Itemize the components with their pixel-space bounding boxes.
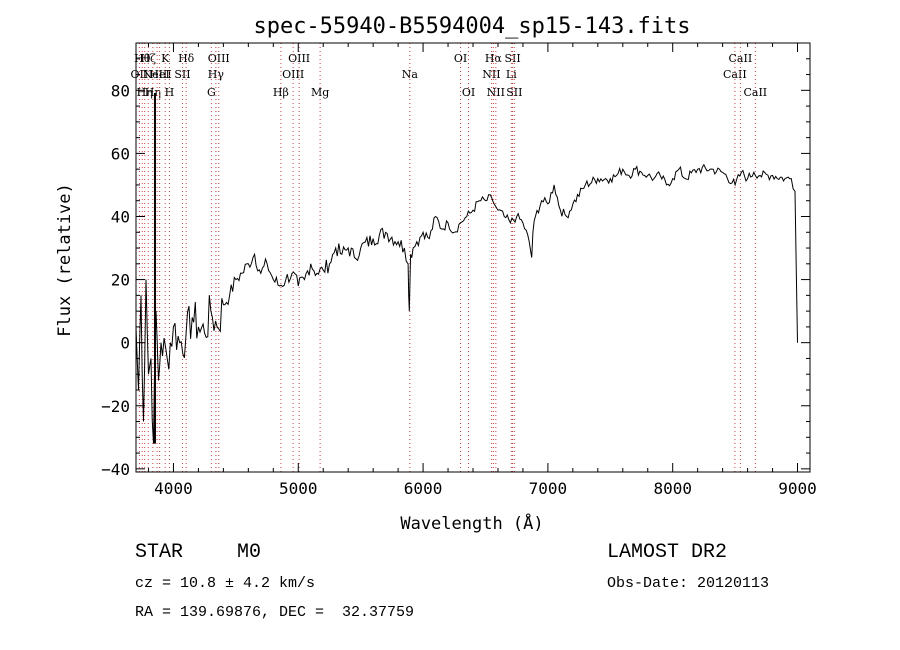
line-marker-label: G xyxy=(207,86,216,99)
line-marker-label: H xyxy=(165,86,175,99)
x-tick-label: 5000 xyxy=(279,479,318,498)
line-marker-label: OI xyxy=(454,52,467,65)
line-marker-label: SII xyxy=(506,86,522,99)
line-marker-label: Hθ xyxy=(134,52,151,65)
line-marker-label: OI xyxy=(462,86,475,99)
line-marker-label: Hα xyxy=(485,52,503,65)
line-marker-label: Hγ xyxy=(208,68,225,81)
line-marker-label: Li xyxy=(506,68,517,81)
spectrum-line xyxy=(135,163,798,444)
plot-frame xyxy=(135,42,811,473)
line-marker-label: OIII xyxy=(288,52,310,65)
y-tick-label: −40 xyxy=(101,460,130,479)
redshift-cz: cz = 10.8 ± 4.2 km/s xyxy=(135,575,316,592)
x-tick-label: 6000 xyxy=(404,479,443,498)
x-tick-label: 7000 xyxy=(529,479,568,498)
line-marker-label: K xyxy=(161,52,170,65)
line-marker-label: Mg xyxy=(311,86,329,99)
line-marker-label: SII xyxy=(174,68,190,81)
survey-name: LAMOST DR2 xyxy=(607,541,728,564)
line-marker-label: Hδ xyxy=(178,52,195,65)
line-marker-label: OIII xyxy=(208,52,230,65)
spectral-line-markers: OIIHθHηHζHηNeIIIHeIKHSIIHδGHγOIIIHβOIIIO… xyxy=(131,43,767,472)
line-marker-label: SII xyxy=(504,52,520,65)
ra-dec-coordinates: RA = 139.69876, DEC = 32.37759 xyxy=(135,604,415,621)
line-marker-label: Hη xyxy=(145,86,161,99)
line-marker-label: HeI xyxy=(149,68,169,81)
line-marker-label: Na xyxy=(402,68,419,81)
x-tick-label: 9000 xyxy=(778,479,817,498)
object-class: STAR xyxy=(135,541,184,564)
line-marker-label: NII xyxy=(482,68,500,81)
x-axis-label: Wavelength (Å) xyxy=(400,512,543,534)
y-axis-label: Flux (relative) xyxy=(55,183,75,337)
y-tick-label: −20 xyxy=(101,397,130,416)
observation-date: Obs-Date: 20120113 xyxy=(607,575,770,592)
line-marker-label: CaII xyxy=(723,68,747,81)
line-marker-label: CaII xyxy=(729,52,753,65)
line-marker-label: CaII xyxy=(743,86,767,99)
line-marker-label: NeIII xyxy=(143,68,172,81)
line-marker-label: NII xyxy=(487,86,505,99)
object-subclass: M0 xyxy=(237,541,262,564)
y-tick-label: 0 xyxy=(120,334,130,353)
y-tick-label: 20 xyxy=(111,271,130,290)
y-tick-label: 80 xyxy=(111,81,130,100)
axis-ticks: 4000 5000 6000 7000 8000 9000 −40 −20 0 20 40 60 80 xyxy=(101,43,817,498)
x-tick-label: 4000 xyxy=(154,479,193,498)
spectrum-series xyxy=(135,93,798,444)
y-tick-label: 40 xyxy=(111,207,130,226)
chart-title: spec-55940-B5594004_sp15-143.fits xyxy=(253,14,690,39)
y-tick-label: 60 xyxy=(111,144,130,163)
line-marker-label: Hζ xyxy=(140,52,156,65)
line-marker-label: Hβ xyxy=(273,86,289,99)
line-marker-label: Hη xyxy=(137,86,153,99)
x-tick-label: 8000 xyxy=(653,479,692,498)
line-marker-label: OIII xyxy=(282,68,304,81)
